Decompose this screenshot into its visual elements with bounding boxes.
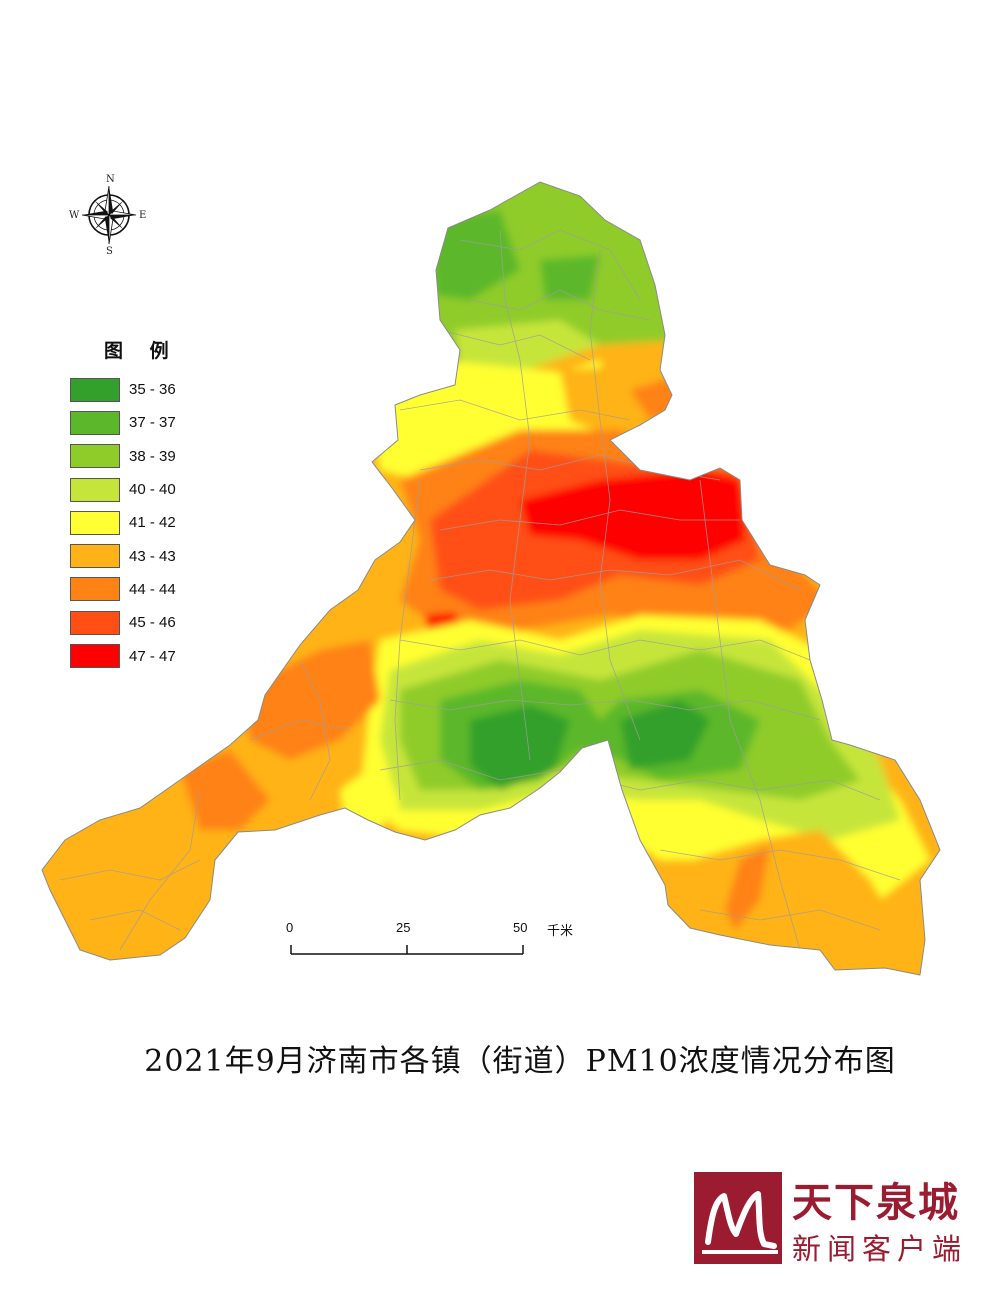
zone-40-north (455, 320, 600, 372)
legend-title: 图 例 (104, 340, 179, 362)
legend-label: 45 - 46 (129, 614, 176, 632)
legend-item: 40 - 40 (70, 473, 179, 506)
legend-item: 47 - 47 (70, 639, 179, 672)
brand-subtitle: 新闻客户端 (792, 1232, 968, 1266)
legend-swatch (70, 610, 120, 635)
legend-swatch (70, 644, 120, 669)
legend-item: 37 - 37 (70, 406, 179, 439)
brand-name: 天下泉城 (792, 1179, 960, 1226)
legend-item: 43 - 43 (70, 539, 179, 572)
zone-35-36-south-a (470, 705, 570, 790)
legend-label: 37 - 37 (129, 414, 176, 432)
zone-37-north (430, 210, 520, 300)
pm10-distribution-map (41, 181, 941, 976)
legend-swatch (70, 510, 120, 535)
legend-label: 44 - 44 (129, 580, 176, 598)
legend-item: 41 - 42 (70, 506, 179, 539)
zone-35-36-south-b (620, 700, 710, 770)
legend-swatch (70, 544, 120, 569)
legend-swatch (70, 377, 120, 402)
legend-label: 41 - 42 (129, 514, 176, 532)
compass-rose-icon (81, 185, 137, 245)
zone-37-north-b (540, 255, 600, 300)
brand-watermark: 天下泉城 新闻客户端 (694, 1170, 984, 1270)
scale-bar-line (290, 945, 524, 955)
north-arrow: N S W E (66, 174, 150, 258)
compass-south-label: S (106, 246, 113, 257)
legend-label: 47 - 47 (129, 647, 176, 665)
tianxiaquancheng-logo-icon (694, 1172, 782, 1264)
compass-north-label: N (106, 174, 115, 185)
legend-swatch (70, 477, 120, 502)
map-caption: 2021年9月济南市各镇（街道）PM10浓度情况分布图 (144, 1044, 896, 1079)
legend-label: 43 - 43 (129, 547, 176, 565)
legend-label: 35 - 36 (129, 381, 176, 399)
zone-44-se (725, 845, 770, 930)
legend-swatch (70, 444, 120, 469)
legend-item: 35 - 36 (70, 373, 179, 406)
scale-bar: 0 25 50 千米 (280, 920, 590, 960)
legend-items: 35 - 36 37 - 37 38 - 39 40 - 40 41 - 42 43 - … (70, 373, 179, 673)
legend-item: 38 - 39 (70, 440, 179, 473)
legend-swatch (70, 410, 120, 435)
scale-unit: 千米 (547, 923, 574, 938)
legend-item: 45 - 46 (70, 606, 179, 639)
legend-item: 44 - 44 (70, 573, 179, 606)
legend-label: 40 - 40 (129, 481, 176, 499)
zone-41-42-west (340, 760, 400, 830)
scale-tick-25: 25 (396, 920, 411, 935)
scale-tick-0: 0 (286, 920, 294, 935)
legend-label: 38 - 39 (129, 447, 176, 465)
compass-east-label: E (139, 210, 147, 221)
zone-44-west-b (180, 750, 270, 830)
zone-47-core (520, 470, 745, 560)
legend-swatch (70, 577, 120, 602)
map-legend: 图 例 35 - 36 37 - 37 38 - 39 40 - 40 41 - 42 4… (70, 336, 179, 673)
compass-west-label: W (69, 210, 80, 221)
scale-tick-50: 50 (513, 920, 528, 935)
